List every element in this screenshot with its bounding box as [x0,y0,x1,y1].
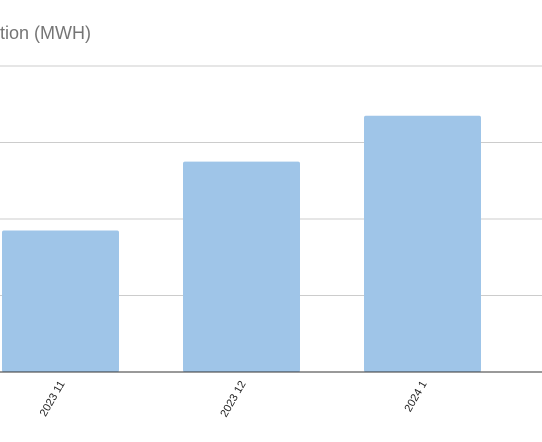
bars [2,115,481,372]
bar-2024-1 [364,115,481,372]
bar-2023-11 [2,230,119,372]
x-tick-labels: 2023 11 2023 12 2024 1 [38,379,430,419]
chart-title: tion (MWH) [0,23,91,43]
x-tick-label: 2024 1 [402,379,429,414]
x-tick-label: 2023 12 [218,379,248,419]
bar-2023-12 [183,161,300,372]
x-tick-label: 2023 11 [38,379,68,419]
